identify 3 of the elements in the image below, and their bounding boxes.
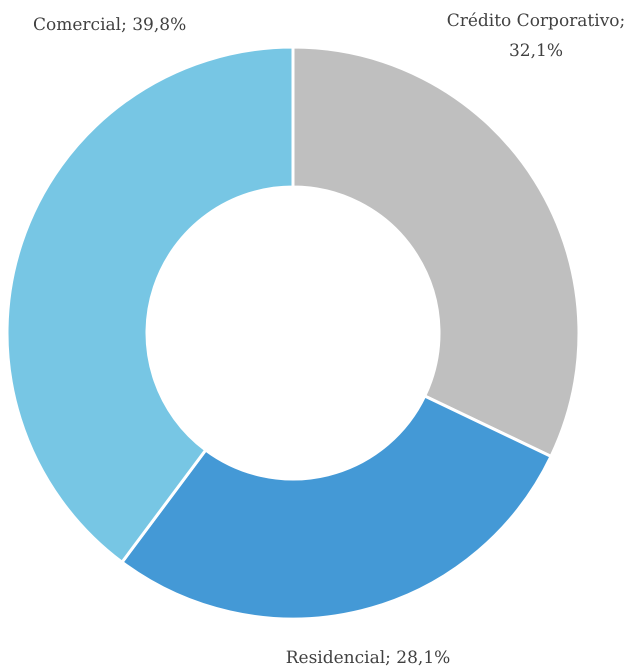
slice-label: Residencial; 28,1% bbox=[286, 648, 450, 668]
slice-label: Crédito Corporativo; 32,1% bbox=[446, 11, 626, 61]
slice-label: Comercial; 39,8% bbox=[33, 15, 186, 35]
